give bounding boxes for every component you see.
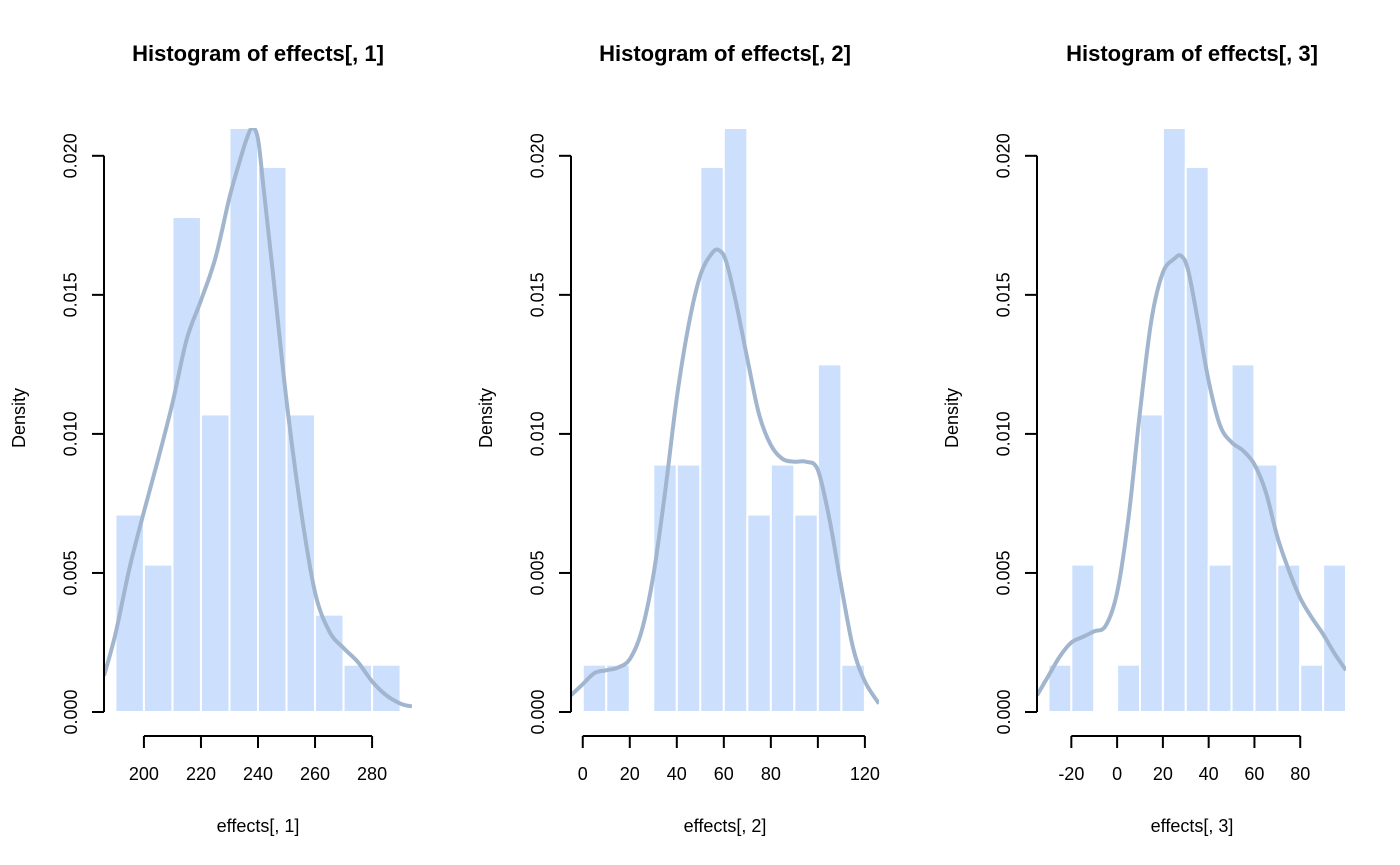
histogram-bar: [769, 463, 796, 713]
histogram-bars: [1047, 127, 1347, 714]
histogram-bar: [699, 165, 725, 713]
x-axis: -20 0 20 40 60 80: [1058, 735, 1310, 784]
histogram-bar: [746, 513, 772, 713]
density-curve: [571, 247, 879, 705]
density-curve: [104, 128, 412, 709]
histogram-bar: [1322, 563, 1347, 713]
histogram-bar: [142, 563, 174, 713]
histogram-bar: [840, 663, 866, 714]
x-tick-label: 20: [620, 764, 640, 784]
histogram-bar: [342, 663, 374, 714]
x-tick-label: 220: [186, 764, 216, 784]
histogram-bar: [171, 215, 202, 713]
x-tick-label: 260: [300, 764, 330, 784]
histogram-bar: [257, 165, 288, 713]
x-tick-label: 0: [1112, 764, 1122, 784]
y-tick-label: 0.005: [61, 550, 81, 595]
y-tick-label: 0.000: [61, 689, 81, 734]
histogram-panel-1: 0.000 0.005 0.010 0.015 0.020 200 220 240 260 280…: [9, 41, 412, 836]
histogram-panel-3: 0.000 0.005 0.010 0.015 0.020 -20 0 20 40 60 80 His…: [942, 41, 1347, 836]
y-tick-label: 0.000: [528, 689, 548, 734]
y-tick-label: 0.015: [994, 272, 1014, 317]
chart-title: Histogram of effects[, 3]: [1066, 41, 1318, 66]
chart-title: Histogram of effects[, 2]: [599, 41, 851, 66]
density-curve: [1037, 253, 1346, 697]
x-tick-label: 60: [714, 764, 734, 784]
histogram-bar: [1116, 663, 1141, 714]
histogram-bars: [581, 127, 866, 714]
x-tick-label: 40: [1199, 764, 1219, 784]
histogram-bar: [228, 127, 259, 713]
histogram-bar: [1184, 165, 1210, 713]
y-axis-label: Density: [9, 388, 29, 448]
y-axis: 0.000 0.005 0.010 0.015 0.020: [994, 133, 1038, 735]
x-axis: 0 20 40 60 80 120: [578, 735, 880, 784]
histogram-bar: [1207, 563, 1233, 713]
histogram-bar: [1139, 413, 1164, 713]
y-tick-label: 0.010: [994, 411, 1014, 456]
x-tick-label: 280: [357, 764, 387, 784]
histogram-bar: [793, 513, 819, 713]
y-tick-label: 0.010: [61, 411, 81, 456]
histogram-bar: [1253, 463, 1279, 713]
y-axis-label: Density: [476, 388, 496, 448]
x-tick-label: -20: [1058, 764, 1084, 784]
histogram-bar: [722, 127, 749, 713]
x-tick-label: 240: [243, 764, 273, 784]
x-tick-label: 200: [129, 764, 159, 784]
y-tick-label: 0.020: [528, 133, 548, 178]
x-tick-label: 120: [850, 764, 880, 784]
x-axis-label: effects[, 3]: [1151, 816, 1234, 836]
y-tick-label: 0.010: [528, 411, 548, 456]
y-tick-label: 0.000: [994, 689, 1014, 734]
x-axis-label: effects[, 2]: [684, 816, 767, 836]
histogram-panel-2: 0.000 0.005 0.010 0.015 0.020 0 20 40 60 80 120 His…: [476, 41, 880, 836]
x-axis-label: effects[, 1]: [217, 816, 300, 836]
y-axis: 0.000 0.005 0.010 0.015 0.020: [61, 133, 105, 735]
y-axis: 0.000 0.005 0.010 0.015 0.020: [528, 133, 572, 735]
y-tick-label: 0.005: [528, 550, 548, 595]
y-tick-label: 0.015: [528, 272, 548, 317]
y-axis-label: Density: [942, 388, 962, 448]
chart-title: Histogram of effects[, 1]: [132, 41, 384, 66]
x-tick-label: 60: [1244, 764, 1264, 784]
histogram-bar: [1299, 663, 1325, 714]
x-tick-label: 20: [1153, 764, 1173, 784]
histogram-bars: [114, 127, 402, 714]
histogram-bar: [1230, 363, 1256, 713]
x-tick-label: 40: [667, 764, 687, 784]
x-tick-label: 80: [1290, 764, 1310, 784]
histogram-bar: [1161, 127, 1187, 713]
x-tick-label: 80: [761, 764, 781, 784]
histogram-bar: [816, 363, 843, 713]
x-axis: 200 220 240 260 280: [129, 735, 387, 784]
y-tick-label: 0.005: [994, 550, 1014, 595]
histogram-bar: [605, 663, 631, 714]
histogram-bar: [675, 463, 702, 713]
y-tick-label: 0.020: [994, 133, 1014, 178]
histogram-bar: [199, 413, 231, 713]
y-tick-label: 0.015: [61, 272, 81, 317]
x-tick-label: 0: [578, 764, 588, 784]
y-tick-label: 0.020: [61, 133, 81, 178]
